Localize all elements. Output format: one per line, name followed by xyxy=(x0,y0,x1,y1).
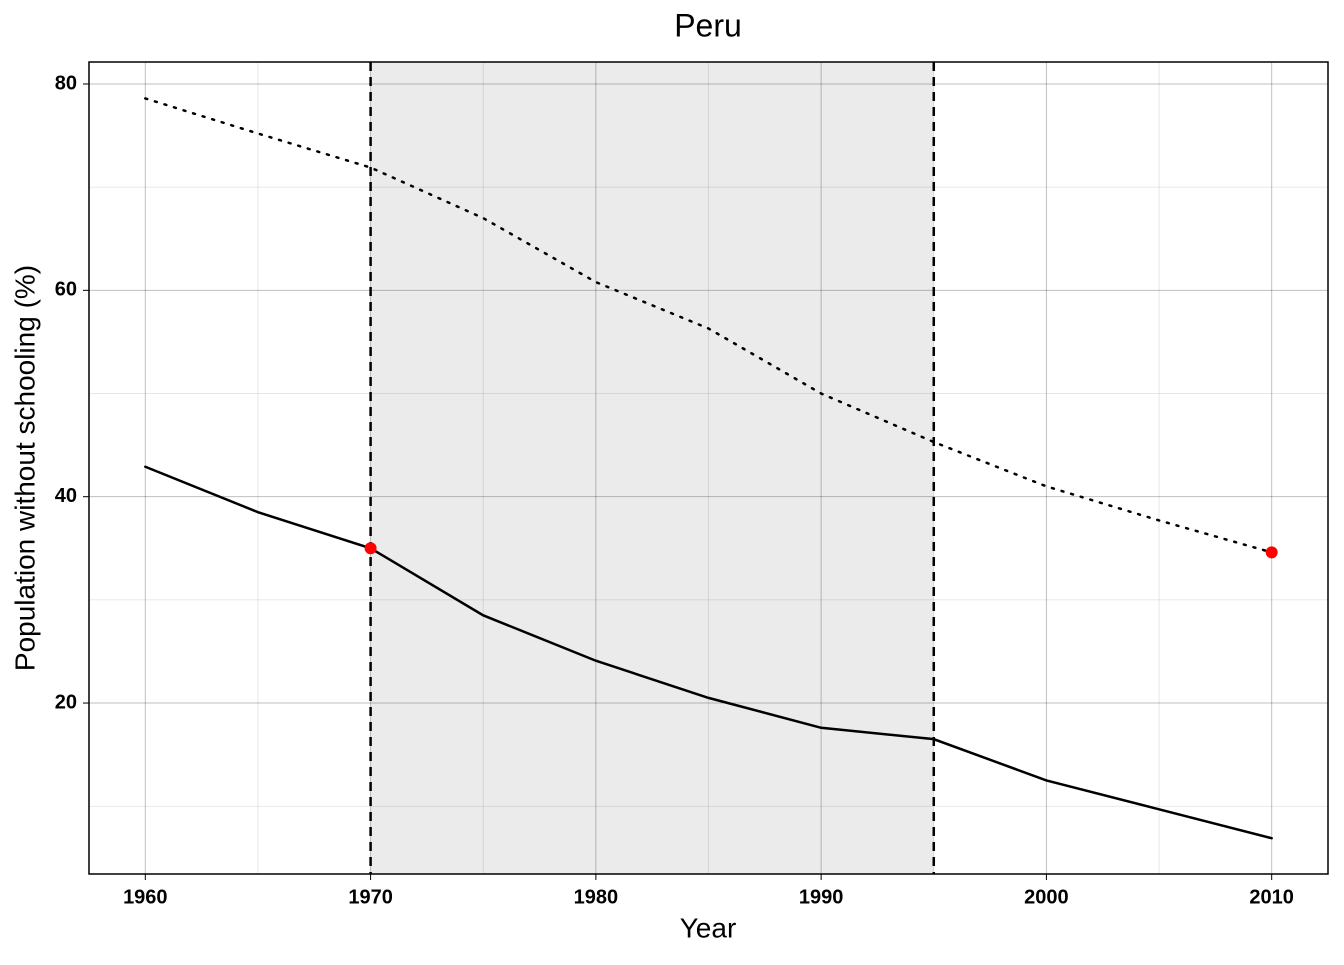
line-series xyxy=(144,465,1273,840)
chart-title: Peru xyxy=(674,7,742,43)
highlight-point xyxy=(364,542,377,555)
shaded-span xyxy=(370,62,934,874)
highlight-point xyxy=(1265,546,1278,559)
x-tick-label: 1960 xyxy=(123,886,168,908)
x-tick-label: 1980 xyxy=(574,886,619,908)
x-tick-label: 2010 xyxy=(1249,886,1294,908)
x-tick-label: 1990 xyxy=(799,886,844,908)
y-tick-label: 40 xyxy=(55,485,77,507)
panel-border xyxy=(88,61,1329,875)
x-tick-label: 2000 xyxy=(1024,886,1069,908)
x-axis-label: Year xyxy=(680,912,737,943)
x-tick-label: 1970 xyxy=(348,886,393,908)
y-tick-label: 60 xyxy=(55,279,77,301)
y-tick-label: 80 xyxy=(55,72,77,94)
line-series xyxy=(144,97,1273,554)
y-axis-label: Population without schooling (%) xyxy=(9,265,40,671)
y-tick-label: 20 xyxy=(55,691,77,713)
